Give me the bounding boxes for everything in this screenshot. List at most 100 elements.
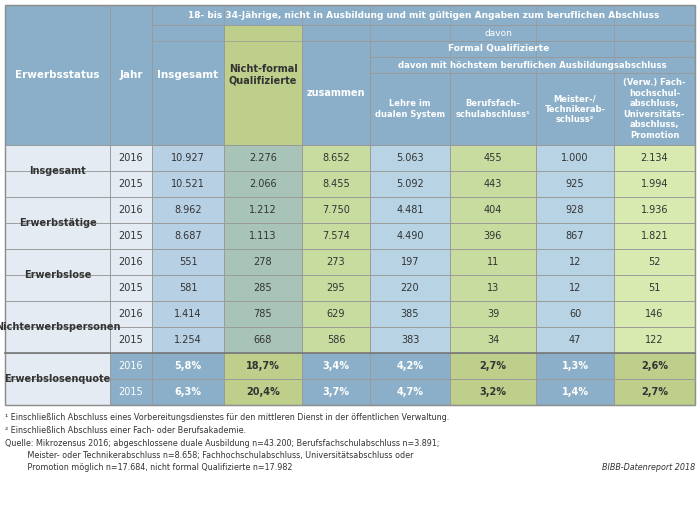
Bar xyxy=(302,379,370,405)
Text: 197: 197 xyxy=(400,257,419,267)
Bar xyxy=(370,301,450,327)
Bar xyxy=(450,301,536,327)
Text: BIBB-Datenreport 2018: BIBB-Datenreport 2018 xyxy=(602,463,695,472)
Bar xyxy=(302,327,370,353)
Text: 2015: 2015 xyxy=(118,387,144,397)
Text: 867: 867 xyxy=(566,231,584,241)
Bar xyxy=(370,223,450,249)
Text: 8.455: 8.455 xyxy=(322,179,350,189)
Bar xyxy=(110,223,152,249)
Text: 2015: 2015 xyxy=(118,283,144,293)
Text: 2,7%: 2,7% xyxy=(641,387,668,397)
Bar xyxy=(302,171,370,197)
Text: 2016: 2016 xyxy=(119,361,144,371)
Text: 5,8%: 5,8% xyxy=(174,361,202,371)
Text: 586: 586 xyxy=(327,335,345,345)
Text: Meister-/
Technikerab-
schluss²: Meister-/ Technikerab- schluss² xyxy=(545,94,606,124)
Text: 4,2%: 4,2% xyxy=(396,361,424,371)
Text: 2016: 2016 xyxy=(119,153,144,163)
Text: Meister- oder Technikerabschluss n=8.658; Fachhochschulabschluss, Universitätsab: Meister- oder Technikerabschluss n=8.658… xyxy=(5,451,414,460)
Text: 2.134: 2.134 xyxy=(640,153,668,163)
Bar xyxy=(370,197,450,223)
Text: 1.254: 1.254 xyxy=(174,335,202,345)
Text: 383: 383 xyxy=(401,335,419,345)
Bar xyxy=(536,5,614,145)
Bar xyxy=(5,275,110,301)
Bar xyxy=(614,171,695,197)
Text: 2016: 2016 xyxy=(119,205,144,215)
Bar xyxy=(450,249,536,275)
Text: 5.092: 5.092 xyxy=(396,179,424,189)
Bar xyxy=(110,353,152,379)
Text: 5.063: 5.063 xyxy=(396,153,424,163)
Bar xyxy=(224,249,302,275)
Bar xyxy=(152,223,224,249)
Bar xyxy=(302,249,370,275)
Bar xyxy=(5,171,110,197)
Text: 1.212: 1.212 xyxy=(249,205,277,215)
Text: 8.687: 8.687 xyxy=(174,231,202,241)
Bar xyxy=(5,353,110,379)
Text: (Verw.) Fach-
hochschul-
abschluss,
Universitäts-
abschluss,
Promotion: (Verw.) Fach- hochschul- abschluss, Univ… xyxy=(623,78,686,139)
Text: 34: 34 xyxy=(487,335,499,345)
Text: 1,3%: 1,3% xyxy=(561,361,589,371)
Text: 581: 581 xyxy=(178,283,197,293)
Text: 8.962: 8.962 xyxy=(174,205,202,215)
Bar xyxy=(224,301,302,327)
Text: 122: 122 xyxy=(645,335,664,345)
Bar xyxy=(536,171,614,197)
Bar xyxy=(5,379,110,405)
Text: 52: 52 xyxy=(648,257,661,267)
Bar xyxy=(302,145,370,171)
Text: Quelle: Mikrozensus 2016; abgeschlossene duale Ausbildung n=43.200; Berufsfachsc: Quelle: Mikrozensus 2016; abgeschlossene… xyxy=(5,439,440,448)
Text: 2.276: 2.276 xyxy=(249,153,277,163)
Text: zusammen: zusammen xyxy=(307,88,365,98)
Bar xyxy=(536,275,614,301)
Bar xyxy=(110,301,152,327)
Bar xyxy=(450,5,536,145)
Bar xyxy=(5,249,110,301)
Bar xyxy=(370,327,450,353)
Bar xyxy=(536,249,614,275)
Bar xyxy=(450,379,536,405)
Text: 925: 925 xyxy=(566,179,584,189)
Text: 12: 12 xyxy=(569,283,581,293)
Text: 2,7%: 2,7% xyxy=(480,361,507,371)
Text: ² Einschließlich Abschluss einer Fach- oder Berufsakademie.: ² Einschließlich Abschluss einer Fach- o… xyxy=(5,426,246,435)
Bar xyxy=(152,275,224,301)
Bar xyxy=(302,41,370,145)
Text: 8.652: 8.652 xyxy=(322,153,350,163)
Text: 12: 12 xyxy=(569,257,581,267)
Text: 668: 668 xyxy=(254,335,272,345)
Text: 220: 220 xyxy=(400,283,419,293)
Bar xyxy=(224,5,302,145)
Bar xyxy=(614,379,695,405)
Bar xyxy=(536,223,614,249)
Text: Erwerbslose: Erwerbslose xyxy=(24,270,91,280)
Bar xyxy=(224,275,302,301)
Bar xyxy=(370,379,450,405)
Text: 273: 273 xyxy=(327,257,345,267)
Text: 18,7%: 18,7% xyxy=(246,361,280,371)
Text: 60: 60 xyxy=(569,309,581,319)
Bar xyxy=(224,327,302,353)
Bar xyxy=(614,223,695,249)
Bar xyxy=(224,145,302,171)
Text: 1.936: 1.936 xyxy=(640,205,668,215)
Bar xyxy=(110,197,152,223)
Text: 404: 404 xyxy=(484,205,502,215)
Text: 551: 551 xyxy=(178,257,197,267)
Bar xyxy=(152,5,224,145)
Text: 385: 385 xyxy=(400,309,419,319)
Bar xyxy=(370,171,450,197)
Text: 3,2%: 3,2% xyxy=(480,387,507,397)
Bar xyxy=(302,275,370,301)
Bar xyxy=(614,301,695,327)
Bar xyxy=(450,353,536,379)
Bar xyxy=(614,275,695,301)
Bar xyxy=(5,5,110,145)
Bar xyxy=(224,171,302,197)
Bar xyxy=(370,73,450,145)
Bar xyxy=(450,275,536,301)
Text: 3,7%: 3,7% xyxy=(323,387,349,397)
